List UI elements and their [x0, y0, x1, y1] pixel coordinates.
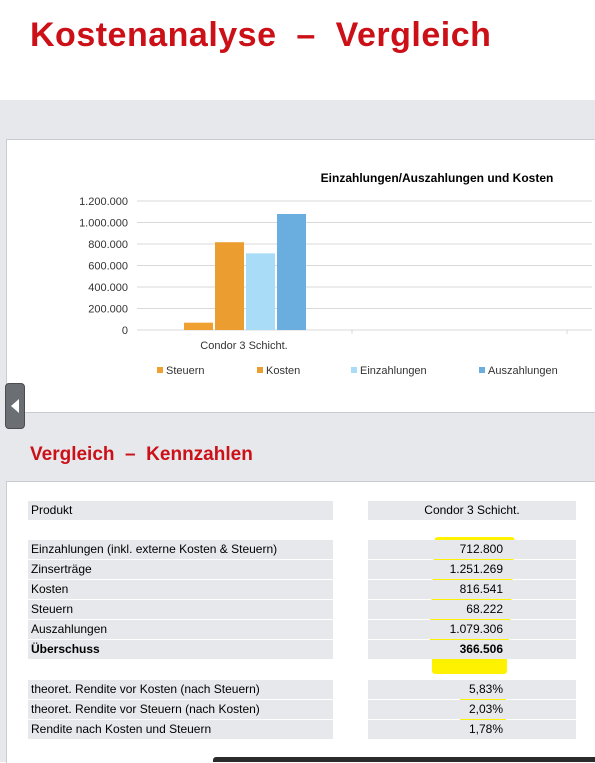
collapse-handle[interactable] [5, 383, 25, 429]
bar-steuern [184, 322, 213, 330]
x-category-label: Condor 3 Schicht. [200, 340, 287, 352]
y-tick-label: 1.000.000 [79, 218, 128, 230]
y-tick-label: 0 [122, 325, 128, 337]
table-row: Steuern 68.222 [28, 600, 576, 619]
row-value: 1.251.269 [449, 562, 503, 576]
row-value-cell: 68.222 [368, 600, 576, 619]
bar-chart: Einzahlungen/Auszahlungen und Kosten 0 200… [79, 171, 592, 377]
bar-kosten [215, 242, 244, 330]
legend-label: Auszahlungen [488, 365, 558, 377]
bar-auszahlungen [277, 213, 306, 330]
legend-label: Steuern [166, 365, 205, 377]
table-header-label: Produkt [28, 501, 333, 520]
row-value-cell: 1.251.269 [368, 560, 576, 579]
y-tick-label: 1.200.000 [79, 196, 128, 208]
row-value-cell: 1,78% [368, 720, 576, 739]
row-value-cell: 712.800 [368, 540, 576, 559]
row-value-cell: 816.541 [368, 580, 576, 599]
y-tick-label: 400.000 [88, 282, 128, 294]
row-label: Rendite nach Kosten und Steuern [28, 720, 333, 739]
table-row-total: Überschuss 366.506 [28, 640, 576, 659]
row-value-cell: 1.079.306 [368, 620, 576, 639]
table-header-product: Condor 3 Schicht. [368, 501, 576, 520]
row-value: 712.800 [459, 542, 503, 556]
legend-swatch [479, 367, 485, 373]
row-label: theoret. Rendite vor Kosten (nach Steuer… [28, 680, 333, 699]
legend-label: Kosten [266, 365, 300, 377]
section-title: Vergleich – Kennzahlen [30, 444, 253, 465]
row-value-cell: 366.506 [368, 640, 576, 659]
chart-title: Einzahlungen/Auszahlungen und Kosten [321, 171, 554, 185]
chevron-left-icon [11, 399, 19, 413]
table-row: Rendite nach Kosten und Steuern 1,78% [28, 720, 576, 739]
bar-einzahlungen [246, 253, 275, 330]
table-header-row: Produkt Condor 3 Schicht. [28, 501, 576, 520]
legend-swatch [257, 367, 263, 373]
page-title: Kostenanalyse – Vergleich [30, 16, 492, 54]
table-row: theoret. Rendite vor Kosten (nach Steuer… [28, 680, 576, 699]
row-value-cell: 2,03% [368, 700, 576, 719]
window-edge [213, 757, 595, 762]
row-value: 1.079.306 [449, 622, 503, 636]
row-label: Steuern [28, 600, 333, 619]
y-tick-label: 600.000 [88, 261, 128, 273]
row-value: 1,78% [468, 722, 503, 736]
legend-swatch [351, 367, 357, 373]
table-row: Einzahlungen (inkl. externe Kosten & Ste… [28, 540, 576, 559]
chart-panel: Einzahlungen/Auszahlungen und Kosten 0 200… [6, 139, 595, 413]
table-row: Kosten 816.541 [28, 580, 576, 599]
row-value: 2,03% [468, 702, 503, 716]
row-value: 68.222 [466, 602, 503, 616]
row-value: 5,83% [468, 682, 503, 696]
legend-swatch [157, 367, 163, 373]
row-label: Auszahlungen [28, 620, 333, 639]
legend-label: Einzahlungen [360, 365, 427, 377]
kennzahlen-table: Produkt Condor 3 Schicht. Einzahlungen (… [6, 481, 595, 763]
row-label: Einzahlungen (inkl. externe Kosten & Ste… [28, 540, 333, 559]
row-value: 816.541 [459, 582, 503, 596]
y-tick-label: 800.000 [88, 239, 128, 251]
table-row: Auszahlungen 1.079.306 [28, 620, 576, 639]
table-row: Zinserträge 1.251.269 [28, 560, 576, 579]
table-row: theoret. Rendite vor Steuern (nach Koste… [28, 700, 576, 719]
row-label: theoret. Rendite vor Steuern (nach Koste… [28, 700, 333, 719]
row-label: Zinserträge [28, 560, 333, 579]
y-tick-label: 200.000 [88, 304, 128, 316]
row-value: 366.506 [459, 642, 503, 656]
row-value-cell: 5,83% [368, 680, 576, 699]
row-label: Überschuss [28, 640, 333, 659]
row-label: Kosten [28, 580, 333, 599]
